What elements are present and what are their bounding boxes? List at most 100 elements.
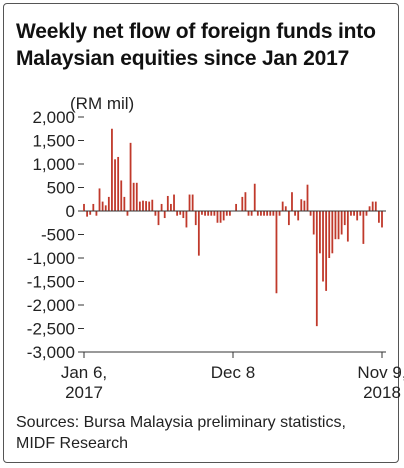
bar xyxy=(148,201,151,211)
bar xyxy=(157,211,160,226)
y-tick-label: 0 xyxy=(66,202,75,221)
bar xyxy=(83,203,85,211)
bar xyxy=(129,142,132,211)
bar xyxy=(241,196,244,211)
bar xyxy=(95,211,98,216)
bar xyxy=(188,194,191,211)
x-axis-ticks: Jan 6,2017 Dec 8 Nov 9,2018 xyxy=(61,352,404,402)
bar xyxy=(322,211,324,282)
bar xyxy=(325,211,328,291)
bar xyxy=(111,128,113,211)
y-axis-unit-label: (RM mil) xyxy=(70,94,135,113)
x-tick-label: Jan 6, xyxy=(61,363,107,382)
bar xyxy=(256,211,259,216)
bar xyxy=(145,201,147,211)
bar xyxy=(222,211,225,221)
y-tick-label: -1,000 xyxy=(27,249,75,268)
chart-title: Weekly net flow of foreign funds into Ma… xyxy=(16,20,376,70)
bar xyxy=(104,205,107,211)
bar xyxy=(194,211,197,226)
bar xyxy=(362,211,365,244)
bar xyxy=(312,211,315,235)
x-tick-label: Dec 8 xyxy=(211,363,255,382)
y-tick-label: 1,500 xyxy=(32,132,75,151)
y-tick-label: 1,000 xyxy=(32,155,75,174)
bar xyxy=(173,194,175,211)
bar-series xyxy=(83,128,383,327)
bar xyxy=(306,184,309,211)
x-tick-year-label: 2018 xyxy=(363,383,401,402)
bar xyxy=(300,199,303,211)
y-tick-label: 2,000 xyxy=(32,108,75,127)
bar xyxy=(266,211,269,216)
y-tick-label: -1,500 xyxy=(27,273,75,292)
bar xyxy=(374,201,377,211)
bar xyxy=(204,211,206,216)
y-tick-label: 500 xyxy=(47,179,75,198)
bar xyxy=(291,192,293,211)
bar xyxy=(201,211,203,215)
bar xyxy=(120,180,123,211)
bar xyxy=(294,211,296,216)
bar xyxy=(117,156,120,211)
bar xyxy=(331,211,334,254)
bar xyxy=(309,211,312,216)
bar xyxy=(269,211,272,216)
bar xyxy=(182,211,185,219)
bar xyxy=(101,201,104,211)
bar xyxy=(350,211,352,216)
bar xyxy=(107,196,110,211)
bar xyxy=(353,211,355,216)
bar xyxy=(260,211,262,216)
bar xyxy=(191,194,194,211)
bar xyxy=(244,192,247,211)
bar xyxy=(132,182,135,211)
bar xyxy=(92,203,95,211)
bar xyxy=(163,211,166,219)
bar xyxy=(142,200,144,211)
bar xyxy=(365,211,368,216)
bar xyxy=(337,211,340,240)
bar xyxy=(166,195,169,211)
bar xyxy=(359,211,362,216)
bar xyxy=(284,206,287,211)
bar xyxy=(235,203,237,211)
bar xyxy=(340,211,343,235)
bar xyxy=(315,211,318,327)
bar xyxy=(356,211,359,221)
bar xyxy=(263,211,265,216)
y-tick-label: -2,500 xyxy=(27,320,75,339)
bar xyxy=(138,201,141,211)
y-tick-label: -2,000 xyxy=(27,296,75,315)
bar xyxy=(210,211,213,216)
bar xyxy=(185,211,188,228)
bar xyxy=(334,211,337,240)
bar xyxy=(253,183,256,211)
bar xyxy=(225,211,228,216)
bar xyxy=(229,211,231,216)
bar xyxy=(381,211,383,228)
bar xyxy=(287,211,290,226)
bar xyxy=(297,211,300,221)
bar xyxy=(247,211,250,216)
y-tick-label: -500 xyxy=(41,226,75,245)
y-axis-ticks: 2,000 1,500 1,000 500 0 -500 -1,000 -1,500 -2,00… xyxy=(27,108,84,362)
bar xyxy=(179,211,182,215)
bar xyxy=(281,201,284,211)
x-tick-year-label: 2017 xyxy=(65,383,103,402)
bar xyxy=(216,211,219,223)
bar xyxy=(371,201,374,211)
bar xyxy=(176,211,179,216)
bar xyxy=(278,211,281,216)
bar xyxy=(275,211,278,294)
bar xyxy=(86,211,88,217)
bar xyxy=(160,203,163,211)
bar xyxy=(89,211,92,215)
bar xyxy=(197,211,200,256)
bar xyxy=(303,200,306,211)
bar xyxy=(123,196,126,211)
bar xyxy=(114,159,116,211)
bar xyxy=(272,211,275,216)
bar xyxy=(170,203,172,211)
